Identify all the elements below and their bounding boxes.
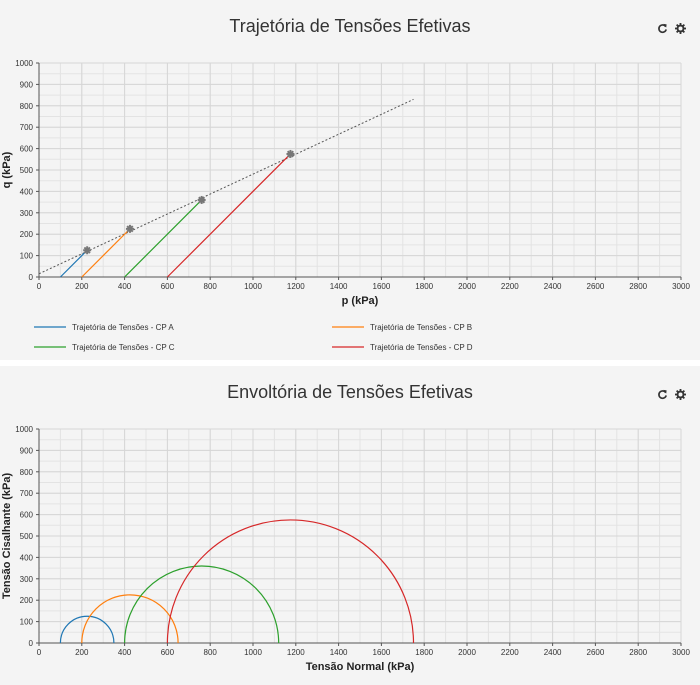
stress-path-x-tick-label: 1600: [373, 282, 391, 291]
mohr-envelope-toolbar: [656, 388, 686, 400]
mohr-x-tick-label: 400: [118, 648, 132, 657]
stress-path-x-tick-label: 400: [118, 282, 132, 291]
mohr-x-tick-label: 0: [37, 648, 42, 657]
stress-path-line-3: [166, 153, 291, 278]
stress-path-x-tick-label: 1800: [415, 282, 433, 291]
mohr-x-tick-label: 1200: [287, 648, 305, 657]
stress-path-x-tick-label: 1000: [244, 282, 262, 291]
stress-path-x-tick-label: 3000: [672, 282, 690, 291]
stress-path-x-tick-label: 200: [75, 282, 89, 291]
stress-path-y-tick-label: 200: [20, 230, 34, 239]
mohr-x-tick-label: 2000: [458, 648, 476, 657]
stress-path-toolbar: [656, 22, 686, 34]
stress-path-y-tick-label: 800: [20, 102, 34, 111]
failure-envelope-line: [38, 98, 414, 275]
mohr-x-tick-label: 1400: [330, 648, 348, 657]
legend-label-3: Trajetória de Tensões - CP D: [370, 343, 473, 352]
failure-point-marker: [125, 224, 134, 233]
gear-icon[interactable]: [674, 388, 686, 400]
mohr-circle-0: [59, 615, 115, 644]
stress-path-x-tick-label: 2800: [629, 282, 647, 291]
mohr-envelope-chart: 0 200 400 600 800 1000 1200 1400 1600 1800 2000 220…: [1, 425, 690, 673]
mohr-x-tick-label: 200: [75, 648, 89, 657]
failure-point-stroke: [286, 150, 294, 158]
mohr-y-tick-label: 600: [20, 511, 34, 520]
mohr-y-tick-label: 1000: [15, 425, 33, 434]
mohr-x-tick-label: 600: [161, 648, 175, 657]
mohr-envelope-chart-title: Envoltória de Tensões Efetivas: [227, 382, 473, 402]
mohr-x-tick-label: 2800: [629, 648, 647, 657]
stress-path-y-tick-label: 600: [20, 145, 34, 154]
stress-path-x-tick-label: 2400: [544, 282, 562, 291]
stress-path-panel: Trajetória de Tensões Efetivas 0 200 400 60…: [0, 0, 700, 360]
stress-path-x-tick-label: 1400: [330, 282, 348, 291]
refresh-icon[interactable]: [656, 22, 668, 34]
stress-path-y-axis-label: q (kPa): [1, 151, 13, 188]
mohr-x-tick-label: 2600: [587, 648, 605, 657]
mohr-x-tick-label: 2400: [544, 648, 562, 657]
stress-path-line-2: [124, 199, 203, 278]
mohr-y-tick-label: 800: [20, 468, 34, 477]
mohr-x-axis-label: Tensão Normal (kPa): [306, 661, 415, 673]
stress-path-y-tick-label: 300: [20, 209, 34, 218]
mohr-circle-2: [124, 565, 280, 644]
stress-path-y-tick-label: 100: [20, 252, 34, 261]
mohr-y-tick-label: 500: [20, 532, 34, 541]
mohr-x-tick-label: 3000: [672, 648, 690, 657]
failure-point-marker: [197, 195, 206, 204]
mohr-y-tick-label: 100: [20, 618, 34, 627]
mohr-x-tick-label: 1000: [244, 648, 262, 657]
stress-path-x-tick-label: 600: [161, 282, 175, 291]
stress-path-chart-title: Trajetória de Tensões Efetivas: [229, 16, 471, 36]
stress-path-x-tick-label: 2000: [458, 282, 476, 291]
stress-path-y-tick-label: 500: [20, 166, 34, 175]
stress-path-line-0: [59, 249, 88, 278]
stress-path-x-tick-label: 2600: [587, 282, 605, 291]
mohr-y-tick-label: 700: [20, 489, 34, 498]
stress-path-x-tick-label: 1200: [287, 282, 305, 291]
stress-path-y-tick-label: 400: [20, 187, 34, 196]
stress-path-x-axis-label: p (kPa): [342, 295, 379, 307]
mohr-y-tick-label: 0: [29, 639, 34, 648]
mohr-x-tick-label: 2200: [501, 648, 519, 657]
gear-icon[interactable]: [674, 22, 686, 34]
mohr-x-tick-label: 800: [204, 648, 218, 657]
stress-path-chart: 0 200 400 600 800 1000 1200 1400 1600 1800 2000 220…: [1, 59, 690, 352]
mohr-envelope-panel: Envoltória de Tensões Efetivas 0 200 400 60…: [0, 366, 700, 685]
legend-label-1: Trajetória de Tensões - CP B: [370, 323, 472, 332]
failure-point-stroke: [126, 225, 134, 233]
mohr-circle-1: [81, 594, 179, 644]
mohr-y-tick-label: 300: [20, 575, 34, 584]
legend-label-2: Trajetória de Tensões - CP C: [72, 343, 175, 352]
stress-path-y-tick-label: 1000: [15, 59, 33, 68]
stress-path-x-tick-label: 0: [37, 282, 42, 291]
legend-label-0: Trajetória de Tensões - CP A: [72, 323, 174, 332]
mohr-y-tick-label: 400: [20, 553, 34, 562]
stress-path-x-tick-label: 2200: [501, 282, 519, 291]
stress-path-x-tick-label: 800: [204, 282, 218, 291]
stress-path-line-1: [81, 228, 131, 278]
refresh-icon[interactable]: [656, 388, 668, 400]
stress-path-y-tick-label: 700: [20, 123, 34, 132]
stress-path-y-tick-label: 900: [20, 80, 34, 89]
failure-point-stroke: [83, 246, 91, 254]
failure-point-marker: [83, 246, 92, 255]
stress-path-y-tick-label: 0: [29, 273, 34, 282]
mohr-y-tick-label: 200: [20, 596, 34, 605]
mohr-x-tick-label: 1600: [373, 648, 391, 657]
failure-point-stroke: [198, 196, 206, 204]
mohr-x-tick-label: 1800: [415, 648, 433, 657]
mohr-circle-3: [166, 519, 415, 644]
mohr-y-tick-label: 900: [20, 446, 34, 455]
failure-point-marker: [286, 149, 295, 158]
mohr-y-axis-label: Tensão Cisalhante (kPa): [1, 473, 13, 600]
